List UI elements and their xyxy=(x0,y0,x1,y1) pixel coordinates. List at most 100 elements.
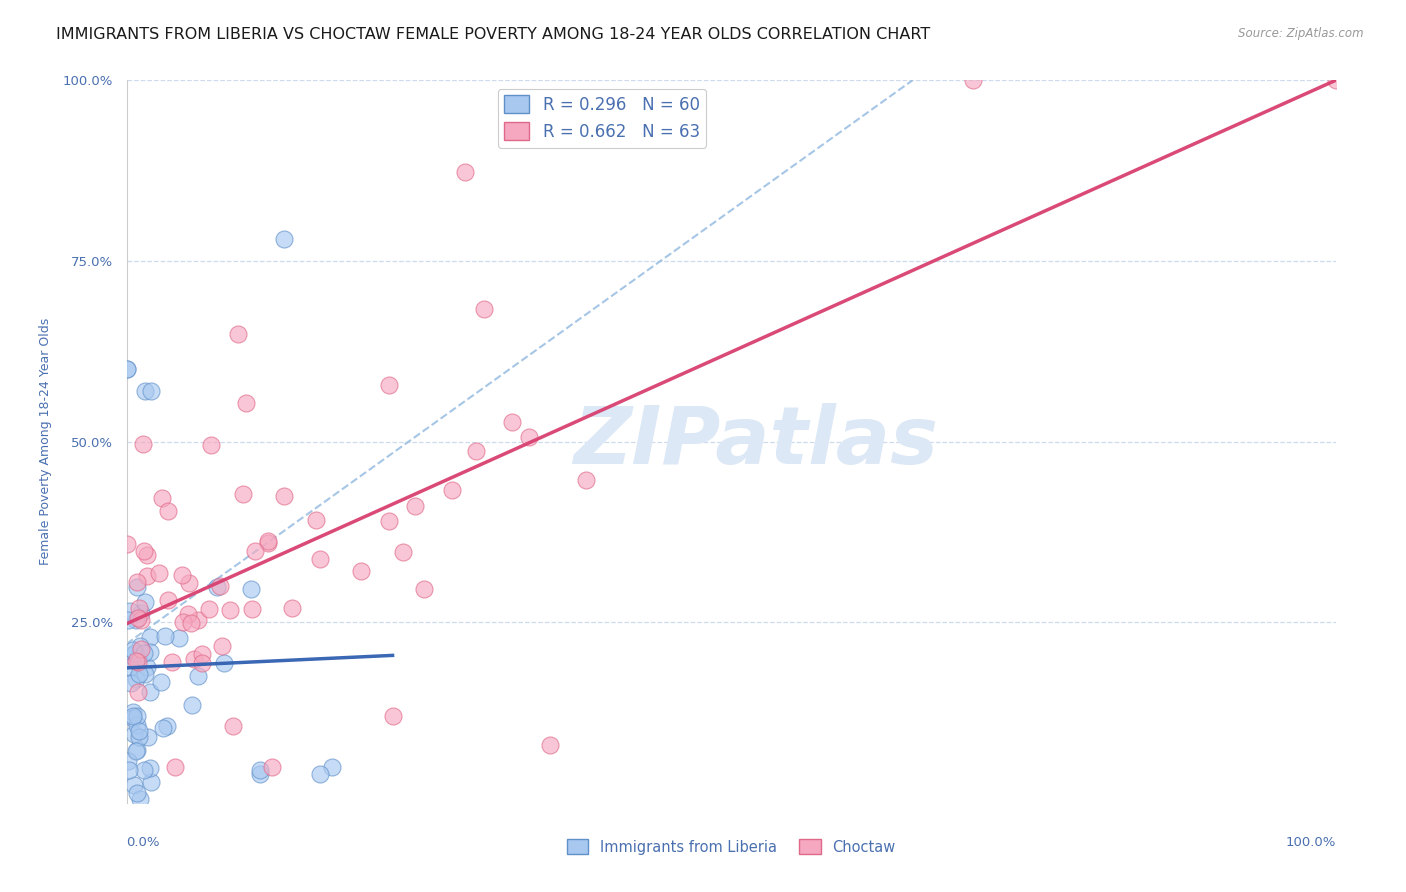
Point xyxy=(350,565,373,579)
Point xyxy=(134,384,156,398)
Point xyxy=(132,437,155,451)
Y-axis label: Female Poverty Among 18-24 Year Olds: Female Poverty Among 18-24 Year Olds xyxy=(39,318,52,566)
Point xyxy=(538,738,561,752)
Point xyxy=(218,603,240,617)
Point xyxy=(118,660,141,674)
Point xyxy=(152,722,174,736)
Point xyxy=(273,489,295,503)
Point xyxy=(115,537,138,551)
Point xyxy=(183,652,205,666)
Point xyxy=(249,764,271,778)
Point xyxy=(440,483,463,497)
Text: IMMIGRANTS FROM LIBERIA VS CHOCTAW FEMALE POVERTY AMONG 18-24 YEAR OLDS CORRELAT: IMMIGRANTS FROM LIBERIA VS CHOCTAW FEMAL… xyxy=(56,27,931,42)
Point xyxy=(134,667,156,681)
Point xyxy=(120,604,142,618)
Point xyxy=(962,73,984,87)
Point xyxy=(181,698,204,713)
Point xyxy=(240,602,263,616)
Point xyxy=(139,775,162,789)
Point xyxy=(187,613,209,627)
Point xyxy=(575,473,598,487)
Point xyxy=(243,544,266,558)
Point xyxy=(305,513,328,527)
Point xyxy=(122,778,145,792)
Point xyxy=(378,514,401,528)
Point xyxy=(117,754,139,768)
Point xyxy=(454,165,477,179)
Point xyxy=(309,767,332,781)
Point xyxy=(122,643,145,657)
Point xyxy=(125,743,148,757)
Point xyxy=(150,491,173,505)
Point xyxy=(128,601,150,615)
Point xyxy=(125,709,148,723)
Point xyxy=(135,549,157,563)
Point xyxy=(239,582,262,596)
Point xyxy=(517,429,540,443)
Point xyxy=(120,648,142,662)
Point xyxy=(222,719,245,733)
Point xyxy=(149,675,172,690)
Point xyxy=(134,595,156,609)
Point xyxy=(177,607,200,621)
Point xyxy=(127,655,149,669)
Point xyxy=(321,760,343,774)
Point xyxy=(260,760,283,774)
Point xyxy=(170,567,193,582)
Point xyxy=(205,580,228,594)
Point xyxy=(191,647,214,661)
Point xyxy=(128,667,150,681)
Point xyxy=(378,378,401,392)
Point xyxy=(232,486,254,500)
Point xyxy=(226,326,249,341)
Point xyxy=(464,444,486,458)
Point xyxy=(177,576,200,591)
Point xyxy=(136,730,159,744)
Point xyxy=(129,642,152,657)
Point xyxy=(129,792,152,806)
Point xyxy=(125,786,148,800)
Point xyxy=(139,761,162,775)
Legend: Immigrants from Liberia, Choctaw: Immigrants from Liberia, Choctaw xyxy=(561,833,901,861)
Point xyxy=(167,631,190,645)
Point xyxy=(1324,73,1347,87)
Point xyxy=(132,763,155,777)
Point xyxy=(309,552,332,566)
Text: Source: ZipAtlas.com: Source: ZipAtlas.com xyxy=(1239,27,1364,40)
Point xyxy=(212,656,235,670)
Point xyxy=(391,545,413,559)
Point xyxy=(162,655,184,669)
Point xyxy=(129,606,152,620)
Point xyxy=(148,566,170,580)
Point xyxy=(191,656,214,670)
Point xyxy=(115,362,138,376)
Point xyxy=(121,706,143,720)
Point xyxy=(125,672,148,686)
Point xyxy=(124,613,146,627)
Point xyxy=(381,709,404,723)
Point xyxy=(118,763,141,777)
Point xyxy=(413,582,436,597)
Point xyxy=(138,685,160,699)
Point xyxy=(257,534,280,549)
Point xyxy=(156,719,179,733)
Point xyxy=(132,544,155,558)
Point xyxy=(200,438,222,452)
Point xyxy=(198,602,221,616)
Point xyxy=(125,580,148,594)
Point xyxy=(124,654,146,668)
Point xyxy=(136,660,159,674)
Point xyxy=(128,730,150,744)
Point xyxy=(115,362,138,376)
Point xyxy=(139,384,162,398)
Point xyxy=(156,504,179,518)
Point xyxy=(127,611,149,625)
Point xyxy=(134,646,156,660)
Point xyxy=(280,600,302,615)
Point xyxy=(273,232,295,246)
Point xyxy=(128,723,150,738)
Point xyxy=(208,579,231,593)
Point xyxy=(235,395,257,409)
Point xyxy=(125,743,148,757)
Point xyxy=(157,593,180,607)
